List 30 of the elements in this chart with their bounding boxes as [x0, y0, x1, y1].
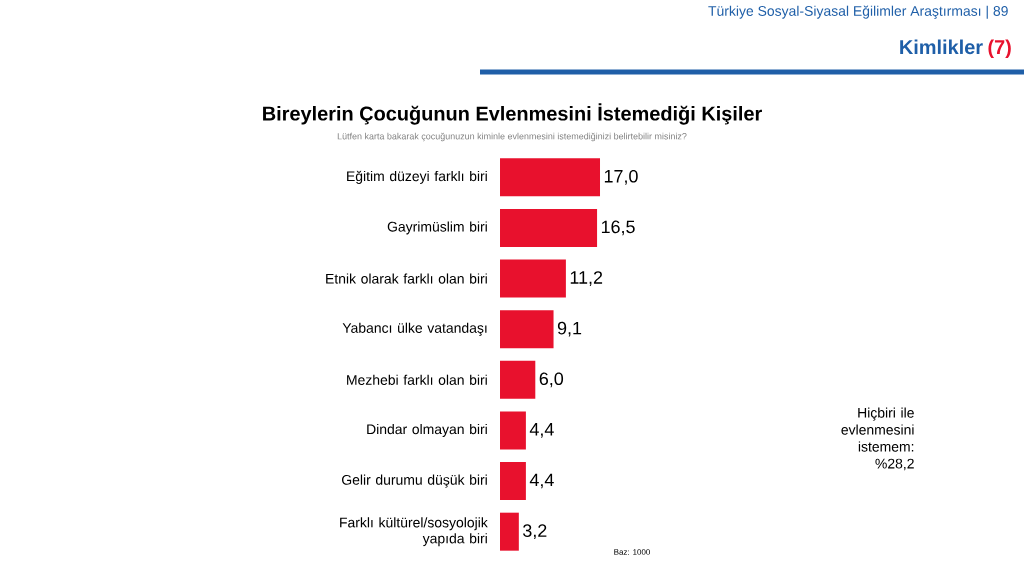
data-label: 6,0: [539, 372, 564, 388]
data-label: 4,4: [529, 473, 554, 489]
data-label: 17,0: [604, 169, 638, 185]
y-tick-label: Farklı kültürel/sosyolojik yapıda biri: [340, 517, 488, 547]
text: Kimlikler: [900, 39, 983, 55]
y-tick-label: Gayrimüslim biri: [387, 221, 487, 235]
chart-title: Bireylerin Çocuğunun Evlenmesini İstemediği Kişiler: [263, 103, 762, 125]
bar: [500, 208, 598, 247]
data-label: 16,5: [601, 220, 635, 236]
bar: [500, 360, 536, 399]
text: Hiçbiri ile evlenmesini istemem: %28,2: [841, 407, 914, 471]
y-tick-label: Yabancı ülke vatandaşı: [342, 322, 487, 336]
text: Türkiye Sosyal-Siyasal Eğilimler Araştırması | 89: [708, 5, 1008, 19]
data-label: 11,2: [570, 271, 603, 286]
data-label: 9,1: [557, 321, 582, 337]
bar: [500, 310, 554, 349]
y-tick-label: Dindar olmayan biri: [367, 423, 487, 437]
data-label: 3,2: [523, 524, 547, 540]
bar: [500, 259, 566, 298]
y-tick-label: Etnik olarak farklı olan biri: [326, 273, 487, 284]
bar: [500, 158, 601, 197]
y-tick-label: Mezhebi farklı olan biri: [347, 374, 487, 385]
y-tick-label: Gelir durumu düşük biri: [342, 474, 487, 488]
text: (7): [988, 39, 1011, 59]
bar: [500, 462, 526, 501]
y-tick-label: Eğitim düzeyi farklı biri: [347, 170, 487, 184]
bar: [500, 411, 526, 450]
bar: [500, 512, 519, 551]
data-label: 4,4: [529, 423, 554, 438]
chart-subtitle: Lütfen karta bakarak çocuğunuzun kiminle evlenmesini istemediğinizi belirtebilir misiniz?: [337, 132, 687, 142]
